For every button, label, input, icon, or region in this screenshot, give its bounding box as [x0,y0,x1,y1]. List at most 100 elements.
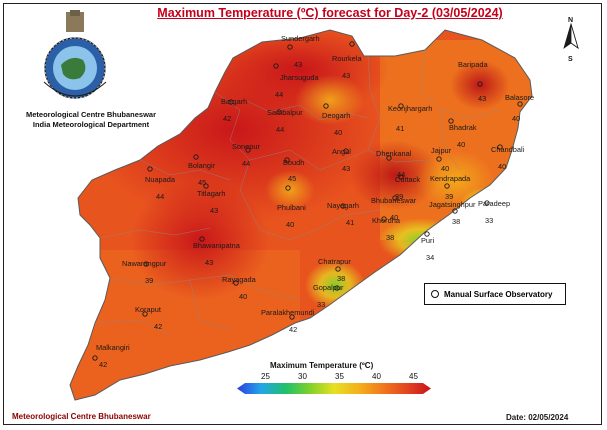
station-temperature: 44 [242,159,250,168]
station-name: Sundergarh [281,34,320,43]
station-sambalpur: Sambalpur 44 [267,108,303,134]
station-temperature: 38 [337,274,345,283]
map-frame [3,3,602,425]
station-marker-icon [452,208,458,214]
colorbar-gradient [237,383,431,394]
station-deogarh: Deogarh 40 [322,103,350,137]
station-name: Bhawanipatna [193,241,241,250]
station-marker-icon [398,103,404,109]
station-paralakhemundi: Paralakhemundi 42 [261,308,315,334]
station-temperature: 40 [286,220,294,229]
station-name: Dhenkanal [376,149,412,158]
station-nawarangpur: Nawarangpur 39 [122,259,167,285]
station-sonepur: Sonepur 44 [232,142,260,168]
map-title: Maximum Temperature (ºC) forecast for Da… [157,6,503,20]
station-titlagarh: Titlagarh 43 [197,183,225,215]
station-bhawanipatna: Bhawanipatna 43 [193,236,241,267]
station-marker-icon [386,155,392,161]
footer-org: Meteorological Centre Bhubaneswar [12,412,151,421]
station-bhadrak: Bhadrak 40 [448,118,477,149]
north-label: N [568,17,574,24]
station-baripada: Baripada 43 [458,60,488,103]
station-temperature: 40 [239,292,247,301]
imd-logo-icon [43,10,107,99]
station-temperature: 42 [289,325,297,334]
station-name: Sonepur [232,142,260,151]
station-marker-icon [143,261,149,267]
station-temperature: 44 [156,192,164,201]
station-marker-icon [349,41,355,47]
station-marker-icon [92,355,98,361]
station-marker-icon [334,285,340,291]
station-marker-icon [273,63,279,69]
station-marker-icon [398,174,404,180]
station-name: Jagatsinghpur [429,200,476,209]
station-name: Boudh [283,158,304,167]
station-paradeep: Paradeep 33 [478,199,510,225]
station-name: Titlagarh [197,189,225,198]
station-marker-icon [497,144,503,150]
station-name: Paralakhemundi [261,308,315,317]
station-jharsuguda: Jharsuguda 44 [273,63,320,99]
station-bhubaneswar: Bhubaneswar 40 [371,195,417,222]
station-marker-icon [147,166,153,172]
footer-date: Date: 02/05/2024 [506,413,569,422]
station-nayagarh: Nayagarh 41 [327,201,359,227]
station-name: Baripada [458,60,488,69]
station-marker-icon [193,154,199,160]
station-marker-icon [343,148,349,154]
station-temperature: 43 [342,71,350,80]
station-temperature: 43 [342,164,350,173]
station-temperature: 43 [294,60,302,69]
station-name: Kendrapada [430,174,471,183]
station-name: Deogarh [322,111,350,120]
station-name: Paradeep [478,199,510,208]
station-marker-icon [448,118,454,124]
station-temperature: 45 [198,178,206,187]
station-name: Rourkela [332,54,362,63]
station-temperature: 45 [288,174,296,183]
observatory-marker-icon [431,290,439,298]
station-name: Bolangir [188,161,216,170]
station-marker-icon [228,99,234,105]
station-temperature: 44 [275,90,283,99]
south-label: S [568,56,573,63]
station-name: Cuttack [395,175,420,184]
station-temperature: 34 [426,253,434,262]
station-marker-icon [323,103,329,109]
station-marker-icon [233,280,239,286]
colorbar-tick-label: 45 [409,372,418,381]
station-name: Nayagarh [327,201,359,210]
station-temperature: 42 [223,114,231,123]
station-temperature: 41 [346,218,354,227]
station-marker-icon [340,203,346,209]
station-temperature: 42 [99,360,107,369]
station-kendrapada: Kendrapada 39 [430,174,471,201]
station-temperature: 33 [317,300,325,309]
station-chatrapur: Chatrapur 38 [318,257,351,283]
station-marker-icon [335,266,341,272]
station-chandbali: Chandbali 40 [491,144,525,171]
station-name: Jharsuguda [280,73,320,82]
station-temperature: 43 [478,94,486,103]
station-name: Nuapada [145,175,176,184]
station-temperature: 40 [498,162,506,171]
station-temperature: 39 [445,192,453,201]
station-phulbani: Phulbani 40 [277,185,306,229]
observatory-legend: Manual Surface Observatory [424,283,566,305]
station-name: Puri [421,236,435,245]
station-temperature: 39 [395,192,403,201]
observatory-legend-label: Manual Surface Observatory [444,289,553,299]
station-jagatsinghpur: Jagatsinghpur 38 [429,200,476,226]
station-temperature: 40 [512,114,520,123]
station-name: Balasore [505,93,534,102]
station-marker-icon [517,101,523,107]
station-name: Malkangiri [96,343,130,352]
station-temperature: 38 [452,217,460,226]
station-temperature: 43 [210,206,218,215]
station-gopalpur: Gopalpur 33 [313,283,344,309]
station-marker-icon [484,200,490,206]
station-name: Chatrapur [318,257,351,266]
station-temperature: 38 [386,233,394,242]
